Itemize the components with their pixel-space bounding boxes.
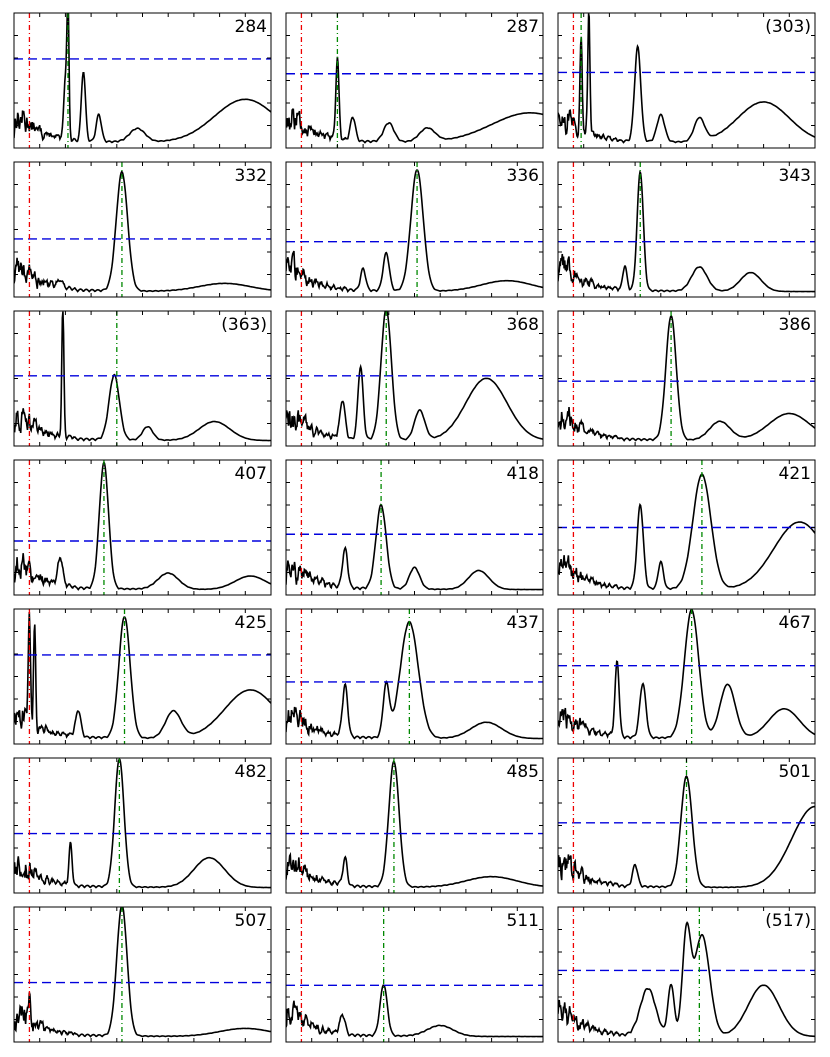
series-curve	[14, 907, 271, 1038]
panel: (517)	[557, 906, 816, 1043]
panel: 467	[557, 608, 816, 745]
series-curve	[14, 170, 271, 293]
panel-label: 421	[779, 464, 811, 484]
panel-label: 407	[235, 464, 267, 484]
series-curve	[558, 314, 815, 442]
panel: 425	[13, 608, 272, 745]
panel-label: 482	[235, 762, 267, 782]
panel-label: 336	[507, 166, 539, 186]
series-curve	[558, 13, 815, 144]
series-curve	[558, 609, 815, 740]
panel: 437	[285, 608, 544, 745]
series-curve	[286, 56, 543, 144]
axes-frame	[13, 757, 272, 894]
axes-frame	[285, 12, 544, 149]
axes-frame	[285, 459, 544, 596]
panel-label: 418	[507, 464, 539, 484]
panel: (363)	[13, 310, 272, 447]
axes-frame	[13, 12, 272, 149]
panel-label: 437	[507, 613, 539, 633]
axes-frame	[13, 161, 272, 298]
axes-frame	[285, 608, 544, 745]
axes-frame	[13, 906, 272, 1043]
panel-label: 507	[235, 911, 267, 931]
panel: 501	[557, 757, 816, 894]
panel: 418	[285, 459, 544, 596]
series-curve	[14, 311, 271, 442]
panel: 421	[557, 459, 816, 596]
panel: 485	[285, 757, 544, 894]
axes-frame	[13, 608, 272, 745]
panel-label: 485	[507, 762, 539, 782]
panel: 407	[13, 459, 272, 596]
series-curve	[286, 620, 543, 740]
axes-frame	[13, 459, 272, 596]
series-curve	[14, 460, 271, 591]
axes-frame	[557, 161, 816, 298]
panel-label: (303)	[765, 17, 811, 37]
panel-label: 284	[235, 17, 267, 37]
panel-label: 368	[507, 315, 539, 335]
panel: (303)	[557, 12, 816, 149]
panel-label: 332	[235, 166, 267, 186]
axes-frame	[557, 310, 816, 447]
panel-label: 511	[507, 911, 539, 931]
panel-label: (363)	[221, 315, 267, 335]
series-curve	[286, 503, 543, 591]
panel-label: 425	[235, 613, 267, 633]
panel: 482	[13, 757, 272, 894]
series-curve	[286, 169, 543, 294]
panel: 336	[285, 161, 544, 298]
series-curve	[14, 758, 271, 889]
panel: 343	[557, 161, 816, 298]
panel: 287	[285, 12, 544, 149]
panel-label: 386	[779, 315, 811, 335]
series-curve	[558, 169, 815, 293]
panel: 332	[13, 161, 272, 298]
axes-frame	[285, 757, 544, 894]
series-curve	[286, 760, 543, 889]
panel-label: (517)	[765, 911, 811, 931]
series-curve	[558, 473, 815, 591]
panel-label: 501	[779, 762, 811, 782]
series-curve	[558, 921, 815, 1038]
panel: 507	[13, 906, 272, 1043]
panel-label: 467	[779, 613, 811, 633]
panel-label: 287	[507, 17, 539, 37]
series-curve	[286, 311, 543, 441]
panel: 368	[285, 310, 544, 447]
series-curve	[286, 984, 543, 1038]
panel-label: 343	[779, 166, 811, 186]
series-curve	[14, 13, 271, 144]
axes-frame	[557, 608, 816, 745]
series-curve	[14, 611, 271, 740]
axes-frame	[285, 906, 544, 1043]
panel: 511	[285, 906, 544, 1043]
panel: 284	[13, 12, 272, 149]
axes-frame	[285, 310, 544, 447]
panel: 386	[557, 310, 816, 447]
series-curve	[558, 775, 815, 889]
